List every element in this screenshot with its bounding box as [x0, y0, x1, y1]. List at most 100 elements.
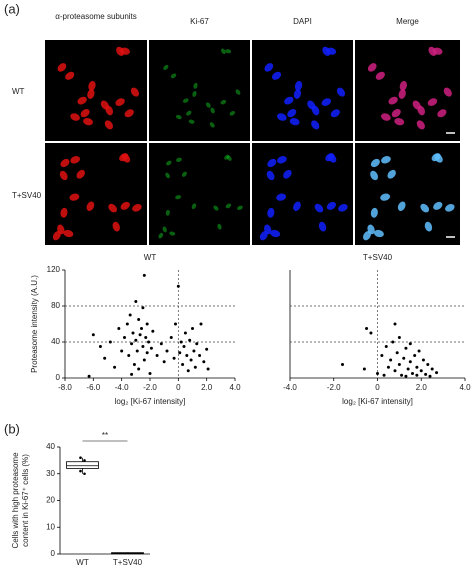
- cell: [445, 204, 455, 212]
- cell: [188, 119, 195, 124]
- cell: [158, 232, 164, 239]
- point: [79, 469, 82, 473]
- cell: [76, 169, 85, 179]
- point: [134, 300, 138, 303]
- point: [435, 371, 439, 375]
- point: [362, 367, 366, 371]
- column-header: Ki-67: [190, 17, 209, 26]
- point: [192, 349, 196, 353]
- y-axis-label: Proteasome intensity (A.U.): [30, 275, 39, 373]
- cell: [69, 193, 80, 201]
- cell: [83, 118, 93, 126]
- point: [188, 338, 192, 342]
- y-axis-label: Cells with high proteasome: [11, 452, 20, 549]
- cell: [259, 231, 268, 241]
- point: [159, 342, 163, 346]
- cell: [108, 203, 117, 213]
- point: [193, 365, 197, 369]
- cell: [380, 193, 391, 201]
- cell: [181, 171, 187, 177]
- point: [365, 327, 369, 330]
- cell: [321, 98, 332, 106]
- cell: [60, 158, 70, 168]
- cell: [217, 223, 222, 230]
- cell: [427, 98, 438, 106]
- cell: [170, 73, 177, 79]
- point: [400, 373, 404, 377]
- cell: [119, 153, 129, 162]
- point: [83, 459, 86, 462]
- cell: [398, 89, 406, 99]
- y-tick-label: 40: [46, 442, 55, 451]
- cell: [433, 201, 443, 210]
- cell: [431, 153, 441, 162]
- cell: [70, 156, 81, 164]
- x-axis-label: log₂ [Ki-67 intensity]: [115, 397, 186, 406]
- point: [415, 373, 419, 377]
- point: [430, 367, 434, 371]
- cell: [88, 80, 96, 91]
- x-tick-label: WT: [76, 558, 89, 567]
- cell: [225, 49, 232, 54]
- point: [391, 340, 395, 344]
- cell: [293, 89, 302, 99]
- point: [185, 354, 189, 357]
- significance: **: [102, 431, 108, 440]
- cell: [443, 87, 452, 97]
- cell: [209, 122, 215, 128]
- cell: [370, 158, 380, 168]
- point: [108, 340, 112, 344]
- point: [137, 318, 141, 321]
- point: [172, 356, 176, 360]
- x-tick-label: 2.0: [416, 383, 428, 392]
- cell: [387, 169, 396, 179]
- y-tick-label: 120: [47, 265, 61, 274]
- point: [176, 284, 180, 288]
- cell: [420, 203, 430, 213]
- point: [198, 354, 202, 357]
- micrograph: [149, 40, 250, 141]
- point: [199, 322, 203, 326]
- point: [202, 360, 206, 364]
- cell: [235, 89, 241, 95]
- cell: [338, 204, 348, 212]
- point: [181, 363, 185, 366]
- point: [144, 336, 148, 339]
- cell: [237, 205, 243, 210]
- point: [408, 360, 412, 364]
- point: [148, 372, 152, 375]
- point: [419, 369, 423, 373]
- point: [206, 367, 210, 371]
- point: [134, 338, 138, 342]
- cell: [86, 201, 95, 211]
- cell: [70, 113, 80, 121]
- cell: [362, 231, 371, 241]
- point: [142, 273, 146, 277]
- y-tick-label: 40: [51, 337, 60, 346]
- cell: [229, 110, 236, 116]
- x-tick-label: 2.0: [201, 383, 213, 392]
- point: [411, 372, 414, 375]
- point: [386, 365, 390, 369]
- point: [151, 329, 155, 333]
- box: [66, 461, 99, 469]
- cell: [277, 113, 287, 121]
- point: [141, 306, 145, 310]
- cell: [166, 160, 172, 166]
- cell: [311, 120, 320, 130]
- cell: [77, 96, 87, 105]
- row-label: T+SV40: [12, 191, 42, 200]
- chart-title: T+SV40: [363, 253, 393, 262]
- point: [424, 372, 428, 376]
- point: [145, 322, 149, 326]
- cell: [307, 100, 316, 110]
- x-tick-label: -2.0: [143, 383, 157, 392]
- cell: [186, 110, 192, 116]
- cell: [59, 170, 68, 181]
- cell: [267, 207, 275, 218]
- point: [189, 358, 193, 362]
- point: [127, 354, 131, 357]
- cell: [326, 201, 337, 210]
- point: [421, 358, 425, 362]
- point: [130, 342, 134, 346]
